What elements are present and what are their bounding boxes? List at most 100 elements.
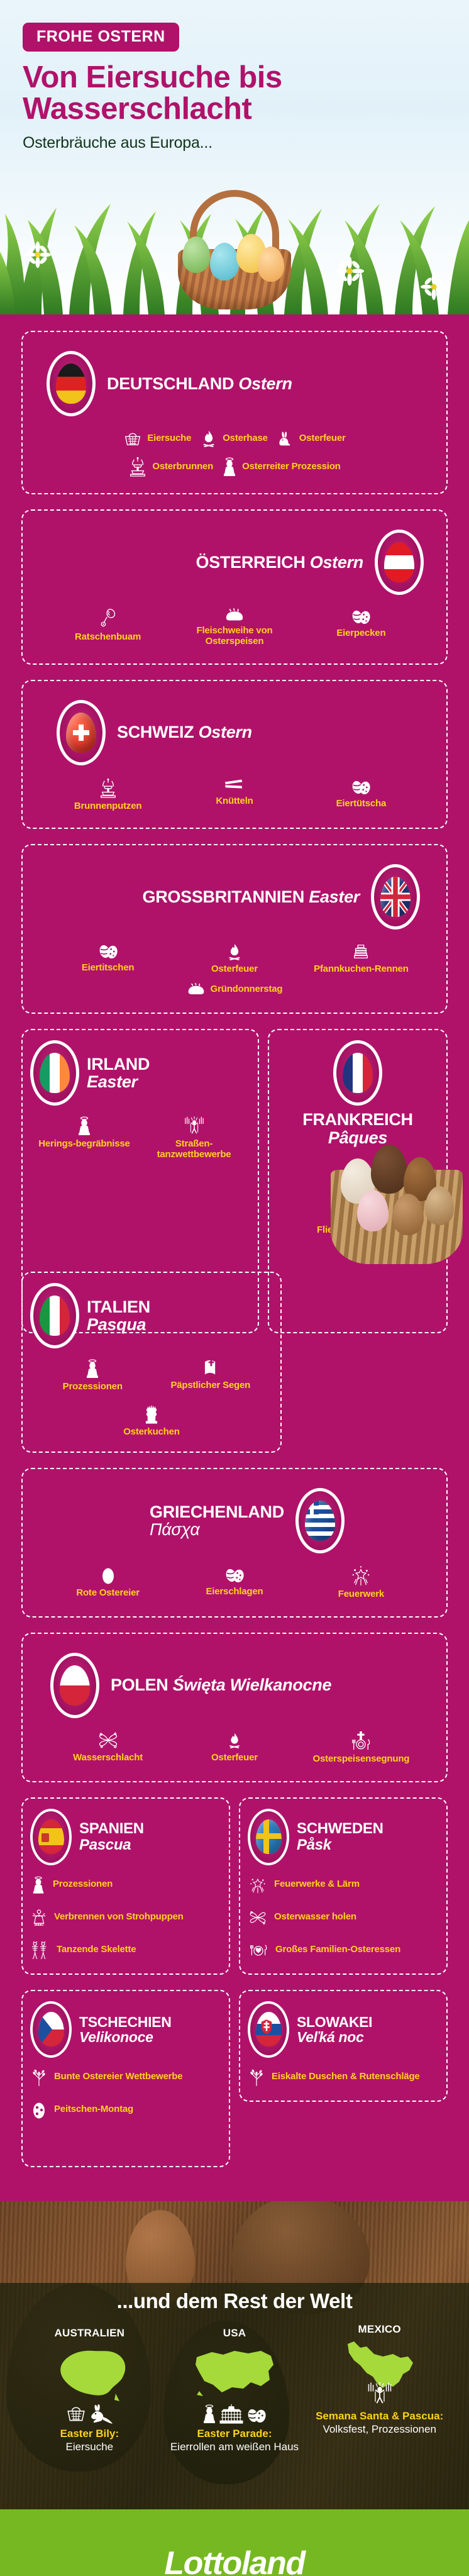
rattle-icon [99, 608, 117, 629]
countries-section: DEUTSCHLAND Ostern Eiersuche [0, 314, 469, 2201]
willow-branch-icon [249, 2068, 264, 2087]
tradition-label: Verbrennen von Strohpuppen [54, 1911, 184, 1923]
dancers-icon [367, 2381, 393, 2406]
tradition-label: Eiertütscha [336, 797, 387, 809]
tradition-item: Herings-begräbnisse [34, 1113, 135, 1152]
lottoland-wordmark: Lottoland [164, 2545, 306, 2576]
tradition-item: Päpstlicher Segen [155, 1356, 267, 1394]
bible-icon [202, 1358, 219, 1377]
country-title: SCHWEDEN Påsk [297, 1820, 383, 1853]
basket-egg [258, 247, 284, 282]
two-column-tschechien-slowakei: TSCHECHIEN Velikonoce [21, 1989, 448, 2167]
mexico-map-icon: MEXICO [309, 2323, 450, 2402]
card-header: SCHWEIZ Ostern [34, 699, 435, 765]
tradition-item: Feuerwerk [301, 1563, 421, 1602]
flag-egg-es [30, 1808, 72, 1865]
egg-shape [40, 1296, 70, 1336]
tradition-label: Eierpecken [336, 628, 386, 638]
tradition-label: Fliegende Glocken [317, 1224, 399, 1235]
tradition-label: Eiertitschen [81, 962, 135, 974]
flag-egg-fr [333, 1040, 382, 1106]
tradition-item: Bunte Ostereier Wettbewerbe [30, 2065, 221, 2089]
card-header: DEUTSCHLAND Ostern [34, 351, 435, 416]
country-title: GROSSBRITANNIEN Easter [142, 887, 360, 906]
card-header: ITALIEN Pasqua [30, 1283, 273, 1349]
tradition-item: Prozessionen [36, 1356, 148, 1395]
country-card-oesterreich: ÖSTERREICH Ostern [21, 509, 448, 665]
cake-icon [143, 1405, 160, 1424]
card-header: POLEN Święta Wielkanocne [34, 1652, 435, 1718]
two-eggs-icon [246, 2406, 267, 2424]
tradition-item: Ratschenbuam [48, 605, 168, 645]
sticks-icon [224, 778, 245, 793]
australia-map-icon [19, 2343, 160, 2404]
rest-column-mexico: MEXICO [309, 2323, 450, 2454]
lottoland-logo[interactable]: Lottoland [164, 2545, 306, 2576]
tradition-item: Eiersuche [334, 1154, 381, 1192]
tradition-item: Peitschen-Montag [30, 2098, 221, 2122]
tradition-label: Osterfeuer [299, 432, 346, 443]
tradition-item: Eierpecken [301, 605, 421, 641]
card-header: SCHWEDEN Påsk [248, 1808, 439, 1865]
tradition-list: Prozessionen Verbrennen v [30, 1873, 221, 1962]
usa-map-icon [164, 2343, 306, 2404]
egg-shape [66, 712, 96, 753]
tradition-list: Eiersuche [277, 1154, 439, 1238]
rest-headline: Easter Bily: [60, 2427, 119, 2440]
tradition-item: Osterreiter Prozession [221, 454, 342, 479]
tradition-item: Eiertitschen [48, 940, 168, 976]
rest-description: Volksfest, Prozessionen [323, 2423, 436, 2436]
card-header: ÖSTERREICH Ostern [34, 530, 435, 595]
basket-icon [123, 429, 142, 448]
egg-shape [38, 2012, 64, 2047]
tradition-label: Großes Familien-Osteressen [275, 1944, 401, 1955]
firework-icon [249, 1875, 267, 1894]
tradition-list: Eiersuche Osterhase [34, 426, 435, 450]
tradition-item: Prozessionen [30, 1873, 221, 1897]
flag-egg-sk [248, 2001, 289, 2058]
tradition-item: Osterfeuer [174, 1728, 294, 1766]
angel-icon [85, 1358, 100, 1379]
rest-column-australien: AUSTRALIEN [19, 2327, 160, 2454]
bread-icon [224, 608, 245, 623]
country-card-griechenland: GRIECHENLAND Πάσχα [21, 1468, 448, 1618]
tradition-item: Osterbrunnen [127, 454, 214, 479]
card-header: GRIECHENLAND Πάσχα [34, 1488, 435, 1554]
rabbit-icon [277, 429, 294, 448]
flag-egg-gb [371, 864, 420, 930]
tradition-label: Straßen-tanzwettbewerbe [157, 1138, 231, 1160]
country-card-grossbritannien: GROSSBRITANNIEN Easter [21, 844, 448, 1014]
bonfire-icon [226, 1731, 243, 1750]
tradition-label: Eiersuche [147, 432, 192, 443]
egg-shape [384, 542, 414, 582]
tradition-list-row2: Gründonnerstag [34, 980, 435, 999]
flag-egg-de [47, 351, 96, 416]
country-card-tschechien: TSCHECHIEN Velikonoce [21, 1989, 230, 2167]
two-eggs-icon [224, 1566, 245, 1584]
two-eggs-icon [350, 778, 372, 796]
country-card-schweden: SCHWEDEN Påsk Feuerwerke & Lärm [239, 1797, 448, 1975]
tradition-item: Eiskalte Duschen & Rutenschläge [248, 2065, 439, 2089]
egg-shape [380, 877, 411, 918]
tradition-label: Päpstlicher Segen [170, 1380, 251, 1391]
tradition-label: Prozessionen [53, 1879, 113, 1890]
two-eggs-icon [97, 942, 119, 960]
country-title: FRANKREICH Pâques [302, 1110, 413, 1147]
country-card-spanien: SPANIEN Pascua Proz [21, 1797, 230, 1975]
rest-headline: Easter Parade: [197, 2427, 272, 2440]
rest-icons [164, 2391, 306, 2424]
egg-shape [56, 364, 86, 404]
egg-shape [255, 2012, 282, 2047]
tradition-item: Pfannkuchen-Rennen [301, 940, 421, 977]
two-column-spanien-schweden: SPANIEN Pascua Proz [21, 1797, 448, 1975]
basket-handle [190, 190, 279, 258]
country-card-schweiz: SCHWEIZ Ostern Brunnenputzen [21, 679, 448, 830]
rest-country-name: AUSTRALIEN [54, 2326, 125, 2339]
country-card-italien: ITALIEN Pasqua Proz [21, 1272, 282, 1453]
tradition-list: Brunnenputzen Knütteln [34, 775, 435, 814]
tradition-item: Fliegende Glocken [316, 1201, 400, 1238]
tradition-label: Pfannkuchen-Rennen [314, 963, 409, 975]
rest-headline: Semana Santa & Pascua: [316, 2409, 444, 2422]
tradition-label: Eiersuche [336, 1177, 380, 1189]
flag-egg-cz [30, 2001, 72, 2058]
